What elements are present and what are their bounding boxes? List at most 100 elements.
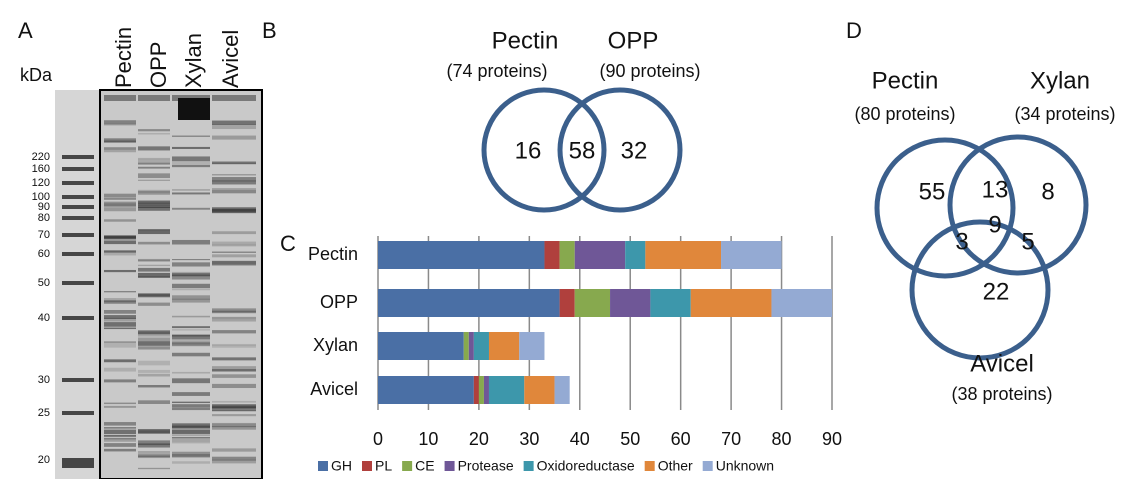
bar-segment	[574, 289, 611, 317]
venn-text: 16	[515, 137, 542, 164]
gel-band	[104, 435, 136, 437]
gel-band	[212, 162, 256, 164]
gel-band	[172, 295, 210, 300]
gel-band	[172, 239, 210, 245]
bar-segment	[378, 241, 545, 269]
lane-label: OPP	[146, 42, 171, 88]
gel-band	[138, 264, 170, 267]
gel-blob	[178, 98, 210, 120]
gel-band	[104, 207, 136, 212]
venn-text: Avicel	[970, 350, 1034, 377]
bar-segment	[473, 332, 489, 360]
gel-band	[212, 308, 256, 313]
venn-text: (80 proteins)	[854, 104, 955, 124]
gel-band	[172, 352, 210, 357]
venn-text: (90 proteins)	[599, 61, 700, 81]
gel-band	[172, 371, 210, 374]
gel-band	[104, 147, 136, 150]
gel-band	[172, 454, 210, 458]
gel-band	[212, 374, 256, 378]
venn-b	[481, 87, 683, 213]
gel-band	[212, 180, 256, 185]
gel-band	[212, 254, 256, 258]
gel-band	[172, 192, 210, 195]
y-tick-label: Pectin	[308, 244, 358, 264]
gel-band	[138, 302, 170, 306]
gel-band	[172, 273, 210, 277]
gel-band	[212, 366, 256, 371]
gel-band	[212, 426, 256, 430]
gel-band	[172, 452, 210, 457]
gel-band	[138, 337, 170, 342]
gel-band	[62, 411, 94, 415]
gel-band	[62, 167, 94, 171]
legend-label: Unknown	[716, 458, 774, 474]
legend-swatch	[444, 461, 455, 471]
gel-band	[104, 427, 136, 429]
gel-band	[212, 135, 256, 140]
lane-label: Pectin	[111, 27, 136, 88]
gel-band	[138, 229, 170, 235]
gel-band	[172, 259, 210, 261]
gel-band	[172, 298, 210, 303]
gel-band	[104, 342, 136, 348]
gel-band	[138, 272, 170, 278]
gel-band	[104, 235, 136, 239]
gel-band	[172, 451, 210, 456]
gel-band	[138, 330, 170, 335]
bar-segment	[473, 376, 479, 404]
gel-band	[172, 401, 210, 404]
marker-label: 160	[32, 163, 50, 175]
gel-band	[212, 410, 256, 412]
panel-label: B	[262, 18, 277, 43]
gel-band	[172, 423, 210, 428]
gel-band	[212, 422, 256, 428]
legend-label: GH	[331, 458, 352, 474]
gel-band	[172, 424, 210, 430]
gel-band	[138, 259, 170, 262]
marker-label: 120	[32, 177, 50, 189]
gel-band	[212, 344, 256, 348]
gel-band	[104, 201, 136, 207]
gel-band	[104, 269, 136, 273]
legend-label: Protease	[458, 458, 514, 474]
gel-band	[104, 341, 136, 343]
gel-band	[172, 135, 210, 137]
gel-band	[62, 205, 94, 209]
marker-label: 30	[38, 374, 50, 386]
gel-band	[138, 258, 170, 262]
gel-band	[138, 440, 170, 446]
gel-band	[104, 120, 136, 125]
venn-text: Pectin	[872, 67, 939, 94]
gel-band	[104, 197, 136, 200]
bar-segment	[574, 241, 626, 269]
gel-band	[172, 434, 210, 436]
gel-band	[104, 405, 136, 408]
gel-band	[62, 216, 94, 220]
gel-image	[55, 89, 263, 479]
gel-well	[138, 95, 170, 101]
gel-band	[172, 340, 210, 345]
gel-band	[104, 300, 136, 304]
gel-band	[212, 189, 256, 194]
marker-label: 40	[38, 312, 50, 324]
gel-band	[104, 250, 136, 256]
gel-band	[62, 181, 94, 185]
gel-band	[138, 200, 170, 205]
venn-text: Xylan	[1030, 67, 1090, 94]
gel-band	[62, 281, 94, 285]
gel-band	[212, 404, 256, 408]
gel-band	[104, 309, 136, 314]
gel-band	[212, 316, 256, 320]
y-tick-label: Avicel	[310, 379, 358, 399]
venn-text: OPP	[608, 27, 659, 54]
gel-band	[172, 436, 210, 439]
bar-segment	[650, 289, 691, 317]
marker-label: 50	[38, 277, 50, 289]
gel-band	[138, 346, 170, 350]
gel-band	[212, 357, 256, 361]
gel-band	[172, 334, 210, 340]
bar-segment	[625, 241, 646, 269]
gel-band	[172, 315, 210, 318]
bar-segment	[378, 289, 560, 317]
